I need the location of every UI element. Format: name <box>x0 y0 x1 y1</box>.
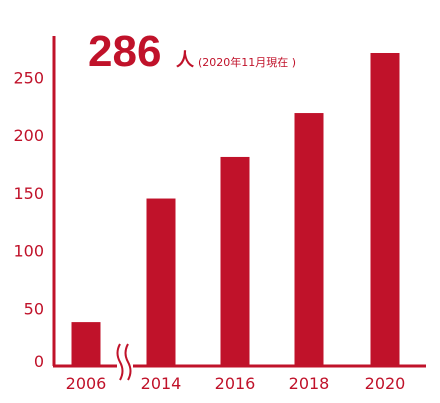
x-tick-label: 2020 <box>365 374 406 393</box>
x-tick-label: 2016 <box>215 374 256 393</box>
bars <box>71 52 400 367</box>
x-tick-label: 2018 <box>289 374 330 393</box>
y-tick-label: 250 <box>13 68 44 87</box>
x-tick-label: 2014 <box>141 374 182 393</box>
bar-2014 <box>146 198 176 366</box>
bar-2020 <box>370 52 400 367</box>
bar-2018 <box>294 113 324 367</box>
headline-note: (2020年11月現在 ) <box>198 55 296 69</box>
bar-2016 <box>220 156 250 366</box>
bar-2006 <box>71 322 101 366</box>
headline-number: 286 <box>88 27 161 76</box>
y-tick-label: 200 <box>13 126 44 145</box>
y-tick-label: 100 <box>13 242 44 261</box>
x-axis-labels: 2006 2014 2016 2018 2020 <box>66 374 406 393</box>
y-tick-label: 0 <box>34 352 44 371</box>
y-axis-ticks: 0 50 100 150 200 250 <box>13 68 44 371</box>
y-tick-label: 50 <box>24 299 44 318</box>
axis-break-mark <box>116 343 132 381</box>
x-tick-label: 2006 <box>66 374 107 393</box>
headline-unit: 人 <box>176 50 195 71</box>
y-tick-label: 150 <box>13 184 44 203</box>
